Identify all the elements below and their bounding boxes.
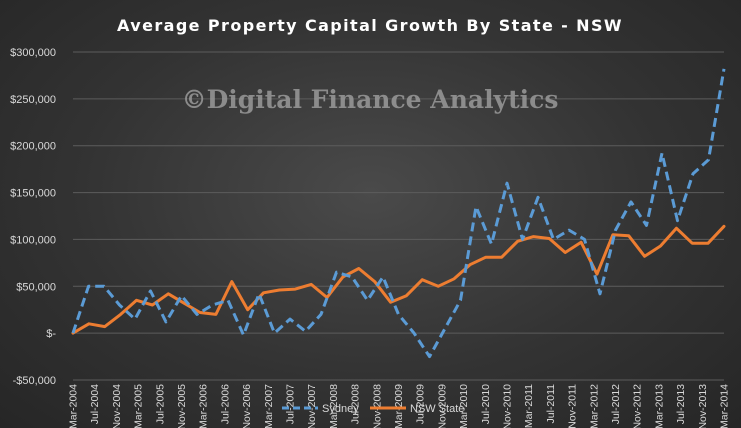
- y-tick-label: $50,000: [16, 281, 56, 293]
- x-tick-label: Mar-2011: [523, 384, 535, 428]
- x-tick-label: Jul-2013: [675, 384, 687, 424]
- y-axis-ticks: -$50,000 $- $50,000 $100,000 $150,000 $200,00…: [10, 47, 56, 387]
- x-tick-label: Nov-2004: [111, 384, 123, 428]
- x-axis-ticks: Mar-2004 Jul-2004 Nov-2004 Mar-2005 Jul-2005…: [68, 384, 731, 428]
- x-tick-label: Nov-2008: [371, 384, 383, 428]
- watermark-text: ©Digital Finance Analytics: [182, 85, 559, 114]
- x-tick-label: Mar-2005: [133, 384, 145, 428]
- chart-title: Average Property Capital Growth By State…: [117, 16, 623, 35]
- x-tick-label: Nov-2006: [241, 384, 253, 428]
- x-tick-label: Jul-2011: [545, 384, 557, 424]
- x-tick-label: Mar-2009: [393, 384, 405, 428]
- gridlines: [73, 51, 724, 381]
- series-line-nsw-state: [71, 224, 726, 335]
- x-tick-label: Mar-2010: [458, 384, 470, 428]
- series-lines: [71, 68, 726, 359]
- x-tick-label: Jul-2012: [610, 384, 622, 424]
- x-tick-label: Mar-2007: [263, 384, 275, 428]
- y-tick-label: $300,000: [10, 47, 56, 59]
- legend: Sydney NSW State: [282, 403, 464, 415]
- x-tick-label: Mar-2004: [68, 384, 80, 428]
- x-tick-label: Jul-2006: [219, 384, 231, 424]
- x-tick-label: Jul-2009: [415, 384, 427, 424]
- x-tick-label: Nov-2013: [697, 384, 709, 428]
- x-tick-label: Mar-2013: [653, 384, 665, 428]
- y-tick-label: $200,000: [10, 141, 56, 153]
- x-tick-label: Nov-2009: [436, 384, 448, 428]
- x-tick-label: Mar-2008: [328, 384, 340, 428]
- legend-label-nsw-state: NSW State: [410, 403, 464, 415]
- x-tick-label: Mar-2006: [198, 384, 210, 428]
- x-tick-label: Nov-2005: [176, 384, 188, 428]
- series-line-sydney: [71, 68, 726, 359]
- y-tick-label: $250,000: [10, 94, 56, 106]
- y-tick-label: -$50,000: [13, 375, 56, 387]
- y-tick-label: $150,000: [10, 188, 56, 200]
- x-tick-label: Jul-2007: [285, 384, 297, 424]
- x-tick-label: Nov-2012: [632, 384, 644, 428]
- y-tick-label: $-: [46, 328, 56, 340]
- x-tick-label: Jul-2005: [154, 384, 166, 424]
- x-tick-label: Nov-2010: [502, 384, 514, 428]
- x-tick-label: Nov-2007: [306, 384, 318, 428]
- x-tick-label: Jul-2008: [350, 384, 362, 424]
- y-tick-label: $100,000: [10, 234, 56, 246]
- x-tick-label: Jul-2010: [480, 384, 492, 424]
- x-tick-label: Nov-2011: [567, 384, 579, 428]
- x-tick-label: Jul-2004: [89, 384, 101, 424]
- x-tick-label: Mar-2014: [719, 384, 731, 428]
- legend-label-sydney: Sydney: [322, 403, 359, 415]
- x-tick-label: Mar-2012: [588, 384, 600, 428]
